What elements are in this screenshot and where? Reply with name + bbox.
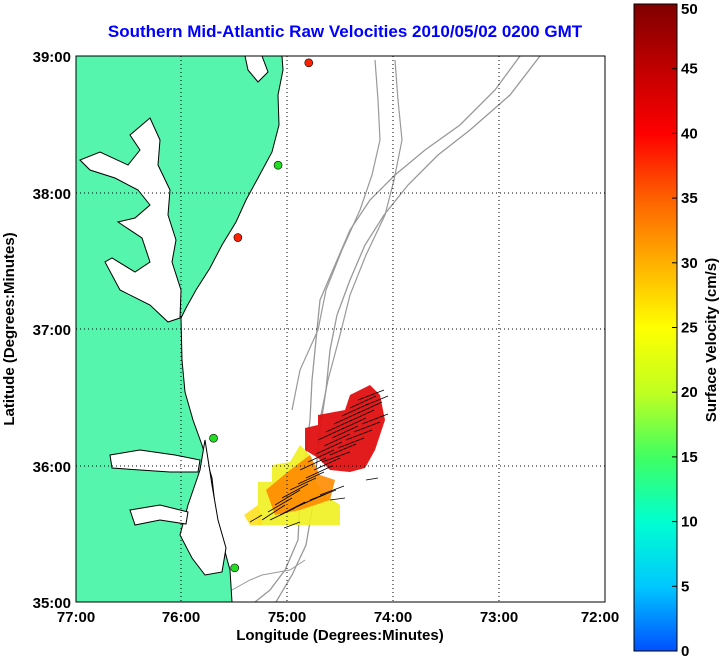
x-axis-title: Longitude (Degrees:Minutes) xyxy=(236,627,444,644)
velocity-vectors xyxy=(249,389,389,529)
x-tick-label: 73:00 xyxy=(480,609,518,626)
colorbar-tick-label: 50 xyxy=(681,1,698,18)
colorbar-tick-label: 0 xyxy=(681,643,689,659)
colorbar-ticks: 0 5 10 15 20 25 30 35 40 45 50 xyxy=(672,1,698,659)
colorbar-tick-label: 30 xyxy=(681,255,698,272)
radar-station-marker xyxy=(233,233,243,242)
map-title: Southern Mid-Atlantic Raw Velocities 201… xyxy=(107,22,583,41)
y-tick-label: 35:00 xyxy=(33,595,71,612)
y-axis-title: Latitude (Degrees:Minutes) xyxy=(1,232,18,425)
x-tick-label: 76:00 xyxy=(162,609,200,626)
velocity-field-edge xyxy=(244,505,262,525)
plot-frame xyxy=(75,55,606,603)
y-tick-label: 38:00 xyxy=(33,186,71,203)
colorbar-tick-label: 35 xyxy=(681,190,698,207)
colorbar-tick-label: 25 xyxy=(681,320,698,337)
pamlico-sound xyxy=(179,439,227,576)
colorbar-tick-label: 10 xyxy=(681,514,698,531)
x-tick-label: 77:00 xyxy=(57,609,95,626)
colorbar-tick-label: 15 xyxy=(681,449,698,466)
y-tick-label: 39:00 xyxy=(33,49,71,66)
pamlico-river xyxy=(129,504,189,526)
x-tick-label: 74:00 xyxy=(374,609,412,626)
colorbar-label: Surface Velocity (cm/s) xyxy=(703,258,720,422)
x-tick-label: 72:00 xyxy=(581,609,619,626)
radar-station-marker xyxy=(230,563,239,573)
colorbar xyxy=(633,3,678,652)
colorbar-tick-label: 40 xyxy=(681,125,698,142)
bathymetry-contour-5 xyxy=(231,559,306,591)
x-tick-label: 75:00 xyxy=(268,609,306,626)
bathymetry-contour-4 xyxy=(319,59,403,421)
colorbar-tick-label: 5 xyxy=(681,578,689,595)
y-tick-label: 36:00 xyxy=(33,459,71,476)
y-tick-label: 37:00 xyxy=(33,322,71,339)
stations-layer xyxy=(209,58,314,573)
colorbar-tick-label: 20 xyxy=(681,384,698,401)
radar-station-marker xyxy=(273,160,283,170)
bathymetry-contour-1 xyxy=(254,56,521,602)
radar-station-marker xyxy=(209,433,218,443)
chesapeake-bay xyxy=(79,117,182,323)
colorbar-tick-label: 45 xyxy=(681,61,698,78)
grid-lines xyxy=(76,56,605,602)
radar-station-marker xyxy=(304,58,314,68)
delaware-bay xyxy=(244,56,269,83)
bathymetry-contour-3 xyxy=(291,59,381,411)
